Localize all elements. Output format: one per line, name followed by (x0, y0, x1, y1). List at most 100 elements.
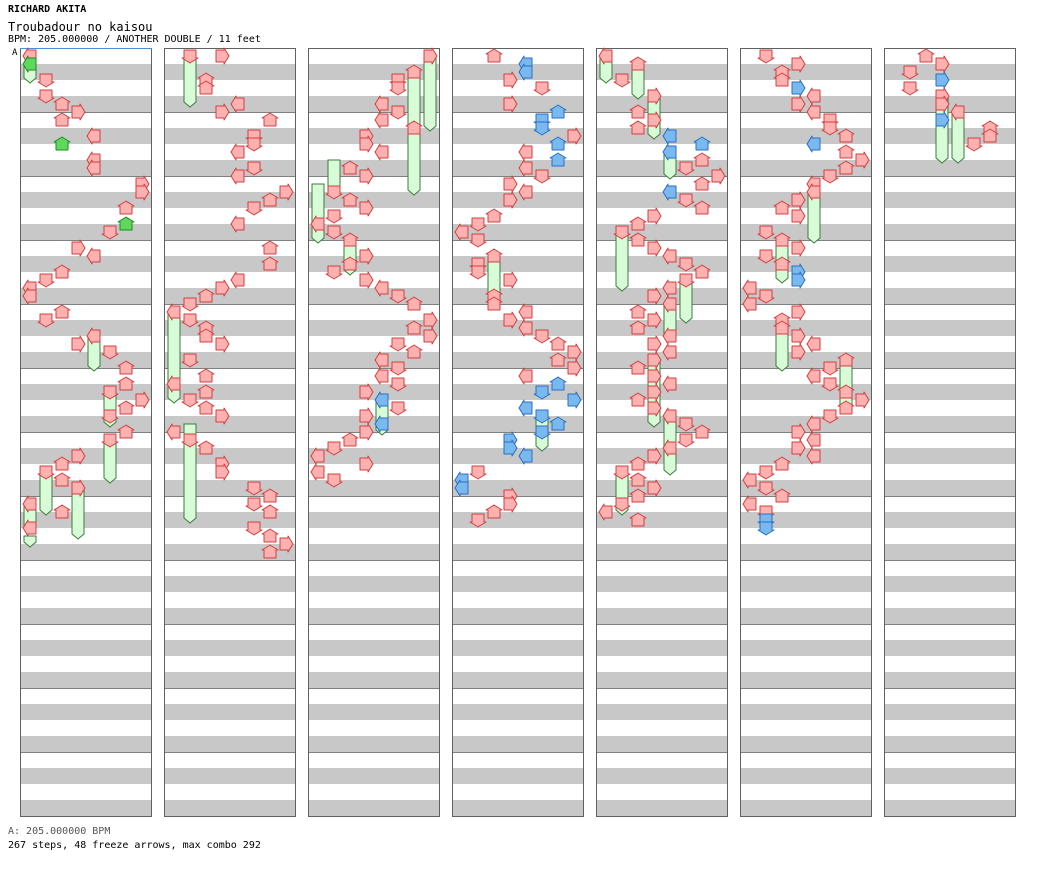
step-arrow-down (245, 137, 263, 152)
step-arrow-down (533, 385, 551, 400)
beat-stripe (20, 256, 152, 272)
step-arrow-up (261, 192, 279, 207)
column-border (740, 48, 872, 817)
column-border (596, 48, 728, 817)
step-arrow-down (757, 481, 775, 496)
step-arrow-up (261, 528, 279, 543)
step-arrow-left (374, 95, 389, 113)
beat-stripe (308, 128, 440, 144)
step-arrow-left (86, 127, 101, 145)
freeze-arrow (183, 423, 197, 524)
step-arrow-down (389, 377, 407, 392)
beat-stripe (308, 192, 440, 208)
beat-stripe (164, 224, 296, 240)
beat-stripe (308, 544, 440, 560)
beat-stripe (308, 96, 440, 112)
step-arrow-right (279, 183, 294, 201)
beat-stripe (452, 288, 584, 304)
beat-stripe (20, 480, 152, 496)
step-arrow-down (677, 193, 695, 208)
step-arrow-right (647, 479, 662, 497)
step-arrow-right (135, 391, 150, 409)
beat-stripe (596, 384, 728, 400)
step-arrow-left (518, 367, 533, 385)
step-arrow-down (469, 265, 487, 280)
step-arrow-left (518, 183, 533, 201)
beat-stripe (596, 96, 728, 112)
beat-stripe (596, 480, 728, 496)
step-arrow-down (325, 473, 343, 488)
step-arrow-right (359, 271, 374, 289)
beat-stripe (884, 192, 1016, 208)
step-arrow-left (166, 303, 181, 321)
step-arrow-left (598, 503, 613, 521)
beat-stripe (740, 736, 872, 752)
step-arrow-up (117, 216, 135, 231)
beat-stripe (884, 672, 1016, 688)
beat-stripe (20, 416, 152, 432)
beat-stripe (884, 128, 1016, 144)
beat-stripe (20, 224, 152, 240)
step-arrow-left (662, 143, 677, 161)
chart-info: BPM: 205.000000 / ANOTHER DOUBLE / 11 fe… (8, 34, 261, 45)
step-arrow-right (503, 439, 518, 457)
step-arrow-right (647, 399, 662, 417)
step-arrow-left (662, 407, 677, 425)
step-arrow-right (423, 47, 438, 65)
beat-stripe (452, 128, 584, 144)
beat-stripe (164, 288, 296, 304)
beat-stripe (740, 160, 872, 176)
beat-stripe (884, 96, 1016, 112)
step-arrow-left (374, 143, 389, 161)
beat-stripe (20, 768, 152, 784)
step-arrow-up (197, 328, 215, 343)
step-arrow-right (647, 383, 662, 401)
step-arrow-down (101, 225, 119, 240)
beat-stripe (164, 768, 296, 784)
freeze-arrow (407, 127, 421, 196)
beat-stripe (20, 448, 152, 464)
step-arrow-down (677, 433, 695, 448)
beat-stripe (164, 608, 296, 624)
freeze-arrow (71, 487, 85, 540)
step-arrow-right (135, 183, 150, 201)
beat-stripe (164, 800, 296, 816)
step-arrow-up (117, 360, 135, 375)
step-arrow-right (423, 327, 438, 345)
beat-stripe (308, 736, 440, 752)
step-arrow-up (773, 72, 791, 87)
step-arrow-down (677, 417, 695, 432)
step-arrow-up (53, 136, 71, 151)
step-arrow-up (837, 128, 855, 143)
step-arrow-left (662, 343, 677, 361)
beat-stripe (452, 544, 584, 560)
step-arrow-down (181, 313, 199, 328)
step-arrow-left (310, 447, 325, 465)
beat-stripe (884, 480, 1016, 496)
beat-stripe (452, 320, 584, 336)
step-arrow-down (245, 201, 263, 216)
beat-stripe (596, 64, 728, 80)
step-arrow-down (245, 521, 263, 536)
step-arrow-down (389, 337, 407, 352)
step-arrow-right (855, 391, 870, 409)
beat-stripe (452, 352, 584, 368)
step-arrow-up (837, 144, 855, 159)
step-arrow-right (359, 423, 374, 441)
step-arrow-right (935, 55, 950, 73)
beat-stripe (164, 128, 296, 144)
step-arrow-right (71, 103, 86, 121)
beat-stripe (20, 672, 152, 688)
beat-stripe (164, 96, 296, 112)
step-arrow-left (310, 463, 325, 481)
step-arrow-left (454, 479, 469, 497)
step-arrow-right (503, 175, 518, 193)
step-arrow-right (647, 207, 662, 225)
step-arrow-down (181, 393, 199, 408)
step-arrow-up (629, 56, 647, 71)
step-arrow-down (37, 273, 55, 288)
step-arrow-up (629, 232, 647, 247)
step-arrow-up (261, 488, 279, 503)
step-arrow-down (613, 225, 631, 240)
step-arrow-left (310, 215, 325, 233)
